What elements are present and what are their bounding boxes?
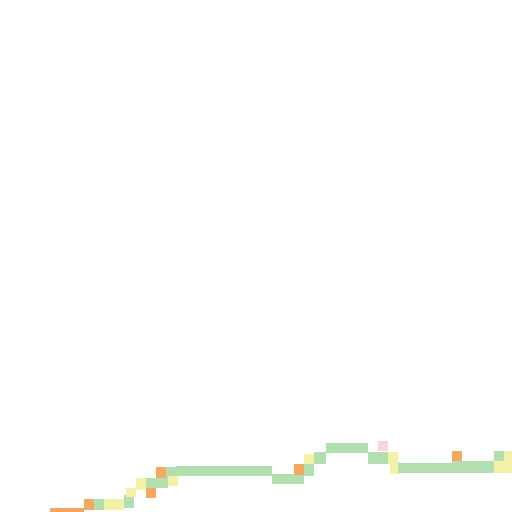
road-segment-low: [398, 463, 452, 473]
road-segment-very_high: [378, 441, 388, 451]
road-segment-low: [368, 452, 390, 464]
road-segment-high: [294, 464, 304, 475]
road-segment-low: [326, 443, 368, 453]
road-segment-medium: [388, 452, 398, 464]
congestion-route-layer: [50, 441, 512, 512]
road-segment-low: [94, 499, 104, 510]
road-segment-low: [272, 474, 304, 484]
road-segment-medium: [168, 476, 178, 486]
road-segment-medium: [390, 462, 400, 474]
road-segment-medium: [494, 461, 512, 473]
road-segment-high: [452, 451, 462, 463]
road-segment-medium: [104, 499, 124, 510]
road-segment-medium: [504, 451, 512, 463]
road-segment-medium: [304, 454, 314, 464]
road-segment-high: [50, 508, 84, 512]
road-segment-low: [166, 467, 176, 478]
road-segment-low: [314, 452, 326, 464]
road-segment-low: [304, 464, 314, 476]
road-segment-low: [176, 466, 272, 476]
road-segment-low: [124, 495, 134, 508]
road-segment-low: [452, 461, 494, 473]
road-segment-low: [146, 478, 168, 488]
road-segment-high: [146, 486, 156, 498]
road-segment-high: [84, 499, 94, 510]
road-segment-low: [494, 451, 506, 463]
road-segment-high: [156, 467, 166, 478]
road-segment-medium: [126, 488, 136, 497]
road-segment-medium: [136, 478, 146, 490]
